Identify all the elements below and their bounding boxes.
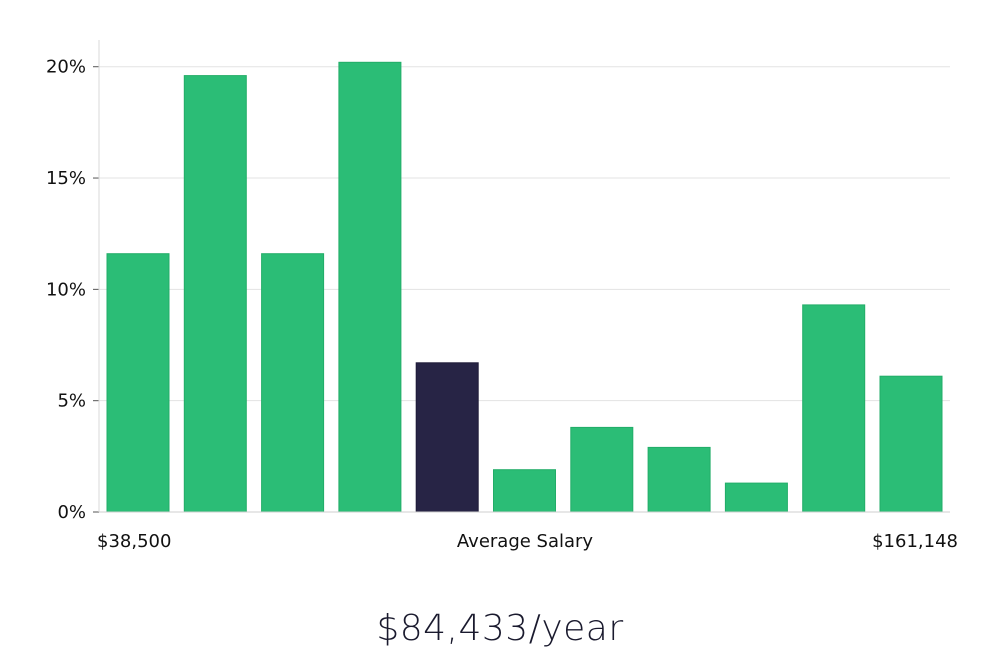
bar-average-salary bbox=[415, 362, 479, 513]
bar bbox=[724, 482, 788, 513]
bar bbox=[570, 426, 634, 513]
y-tick-label: 20% bbox=[46, 57, 86, 78]
bars bbox=[106, 61, 943, 513]
average-salary-value: $84,433/year bbox=[376, 608, 624, 649]
y-tick-label: 10% bbox=[46, 279, 86, 300]
bar bbox=[183, 75, 247, 513]
bar bbox=[338, 61, 402, 513]
bar bbox=[802, 304, 866, 513]
y-axis-ticks: 0% 5% 10% 15% 20% bbox=[46, 57, 99, 523]
salary-histogram: 0% 5% 10% 15% 20% $38,500 Average Salary $16… bbox=[46, 40, 958, 552]
bar bbox=[647, 446, 711, 513]
bar bbox=[493, 469, 556, 513]
bar bbox=[261, 253, 325, 513]
x-max-label: $161,148 bbox=[872, 531, 958, 552]
y-tick-label: 5% bbox=[57, 391, 86, 412]
bar bbox=[106, 253, 170, 513]
y-tick-label: 0% bbox=[57, 502, 86, 523]
bar bbox=[879, 375, 943, 513]
x-min-label: $38,500 bbox=[97, 531, 171, 552]
x-center-label: Average Salary bbox=[457, 531, 594, 552]
y-tick-label: 15% bbox=[46, 168, 86, 189]
